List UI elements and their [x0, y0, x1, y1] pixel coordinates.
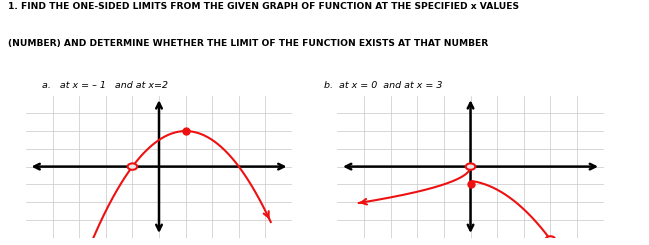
Text: 1. FIND THE ONE-SIDED LIMITS FROM THE GIVEN GRAPH OF FUNCTION AT THE SPECIFIED x: 1. FIND THE ONE-SIDED LIMITS FROM THE GI… — [8, 2, 519, 12]
Text: (NUMBER) AND DETERMINE WHETHER THE LIMIT OF THE FUNCTION EXISTS AT THAT NUMBER: (NUMBER) AND DETERMINE WHETHER THE LIMIT… — [8, 39, 488, 48]
Text: a.   at x = – 1   and at x=2: a. at x = – 1 and at x=2 — [42, 81, 168, 90]
Circle shape — [546, 236, 555, 243]
Circle shape — [128, 163, 137, 170]
Text: b.  at x = 0  and at x = 3: b. at x = 0 and at x = 3 — [324, 81, 443, 90]
Circle shape — [466, 163, 475, 170]
